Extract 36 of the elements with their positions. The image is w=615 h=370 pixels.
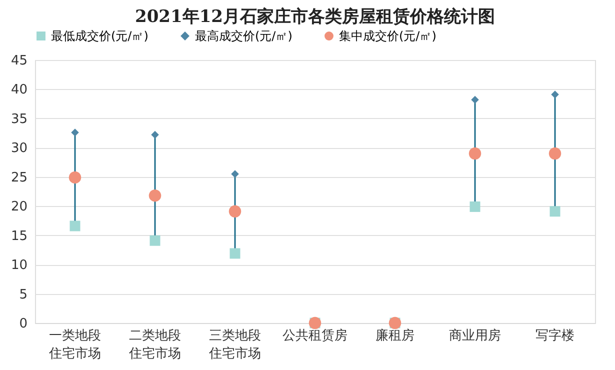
point — [68, 171, 82, 184]
point — [71, 128, 79, 136]
point — [471, 96, 479, 104]
y-tick-label: 45 — [10, 54, 28, 68]
point — [470, 201, 480, 212]
point — [230, 248, 240, 259]
y-tick-label: 10 — [10, 258, 28, 274]
point — [150, 235, 160, 246]
point — [70, 220, 80, 232]
point — [151, 130, 159, 139]
y-tick-label: 25 — [10, 170, 28, 186]
x-tick-label: 一类地段住宅市场 — [48, 328, 101, 362]
x-tick-label: 三类地段住宅市场 — [208, 328, 261, 362]
chart-title: 2021年12月石家庄市各类房屋租赁价格统计图 — [135, 7, 495, 27]
y-tick-label: 15 — [10, 228, 28, 244]
point — [148, 189, 162, 202]
legend-label: 最低成交价(元/㎡) — [51, 29, 148, 43]
point — [231, 170, 239, 178]
x-tick-label: 写字楼 — [536, 328, 574, 344]
point — [551, 90, 559, 98]
x-tick-label: 廉租房 — [376, 328, 414, 344]
x-tick-label: 公共租赁房 — [282, 328, 348, 344]
x-tick-label: 二类地段住宅市场 — [128, 328, 181, 362]
point — [468, 147, 482, 160]
point — [548, 147, 562, 160]
legend-label: 集中成交价(元/㎡) — [339, 29, 436, 43]
x-tick-label: 商业用房 — [449, 328, 501, 344]
y-tick-label: 0 — [19, 316, 28, 332]
y-tick-label: 30 — [10, 141, 28, 156]
y-tick-label: 35 — [10, 112, 28, 127]
y-tick-label: 5 — [19, 287, 28, 302]
point — [550, 206, 560, 217]
y-tick-label: 20 — [10, 200, 28, 215]
point — [228, 205, 242, 218]
y-tick-label: 40 — [10, 82, 28, 98]
legend-label: 最高成交价(元/㎡) — [195, 29, 292, 43]
